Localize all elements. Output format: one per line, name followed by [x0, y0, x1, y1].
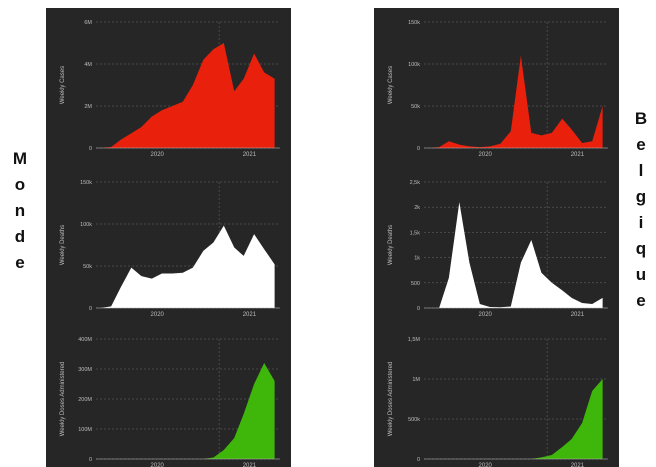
monde-cases-chart: 0 2M 4M 6M 2020 2021 Weekly Cases — [60, 20, 280, 158]
data-area — [428, 379, 603, 459]
y-tick-label: 300M — [78, 367, 92, 373]
y-tick-label: 1,5k — [410, 230, 421, 236]
label-letter: q — [635, 239, 647, 258]
y-tick-label: 100k — [408, 62, 420, 68]
belgium-charts-svg: 0 50k 100k 150k 2020 2021 Weekly Cases 0 500 1k 1,… — [388, 20, 608, 467]
data-area — [428, 55, 603, 148]
label-letter: i — [638, 213, 644, 232]
x-tick-label: 2020 — [479, 312, 493, 318]
x-tick-label: 2020 — [479, 463, 493, 467]
y-tick-label: 1,5M — [408, 337, 421, 343]
label-letter: l — [638, 161, 644, 180]
label-letter: e — [636, 135, 646, 154]
y-tick-label: 2k — [414, 205, 420, 211]
world-charts-svg: 0 2M 4M 6M 2020 2021 Weekly Cases 0 50k 100k 150k 2… — [60, 20, 280, 467]
y-tick-label: 0 — [417, 306, 420, 312]
x-tick-label: 2021 — [243, 152, 257, 158]
belgique-cases-chart: 0 50k 100k 150k 2020 2021 Weekly Cases — [388, 20, 608, 158]
data-area — [100, 43, 275, 148]
label-letter: d — [14, 227, 26, 246]
y-tick-label: 0 — [89, 146, 92, 152]
y-axis-label: Weekly Cases — [60, 66, 66, 104]
y-tick-label: 50k — [411, 104, 420, 110]
x-tick-label: 2021 — [243, 463, 257, 467]
y-tick-label: 6M — [84, 20, 92, 26]
y-tick-label: 500k — [408, 417, 420, 423]
y-tick-label: 50k — [83, 264, 92, 270]
y-tick-label: 2,5k — [410, 180, 421, 186]
label-letter: e — [636, 291, 646, 310]
y-axis-label: Weekly Cases — [388, 66, 394, 104]
y-tick-label: 0 — [89, 457, 92, 463]
data-area — [100, 363, 275, 459]
label-letter: e — [15, 253, 25, 272]
monde-doses-chart: 0 100M 200M 300M 400M 2020 2021 Weekly Doses Ad… — [60, 337, 280, 467]
y-axis-label: Weekly Doses Administered — [60, 362, 66, 437]
y-tick-label: 400M — [78, 337, 92, 343]
y-tick-label: 1M — [412, 377, 420, 383]
x-tick-label: 2020 — [151, 152, 165, 158]
y-tick-label: 150k — [80, 180, 92, 186]
label-letter: n — [14, 201, 26, 220]
y-tick-label: 150k — [408, 20, 420, 26]
label-letter: B — [634, 109, 648, 128]
x-tick-label: 2021 — [243, 312, 257, 318]
monde-deaths-chart: 0 50k 100k 150k 2020 2021 Weekly Deaths — [60, 180, 280, 318]
y-axis-label: Weekly Deaths — [388, 225, 394, 265]
y-tick-label: 2M — [84, 104, 92, 110]
label-letter: u — [635, 265, 647, 284]
x-tick-label: 2021 — [571, 463, 585, 467]
y-tick-label: 4M — [84, 62, 92, 68]
label-letter: M — [12, 149, 28, 168]
x-tick-label: 2020 — [479, 152, 493, 158]
x-tick-label: 2020 — [151, 312, 165, 318]
panel-world: 0 2M 4M 6M 2020 2021 Weekly Cases 0 50k 100k 150k 2… — [46, 8, 291, 467]
y-tick-label: 1k — [414, 256, 420, 262]
y-tick-label: 0 — [89, 306, 92, 312]
y-axis-label: Weekly Deaths — [60, 225, 66, 265]
y-tick-label: 100k — [80, 222, 92, 228]
y-tick-label: 200M — [78, 397, 92, 403]
label-letter: g — [635, 187, 647, 206]
belgique-deaths-chart: 0 500 1k 1,5k 2k 2,5k 2020 2021 Weekly Deaths — [388, 180, 608, 318]
y-tick-label: 500 — [411, 281, 420, 287]
y-tick-label: 0 — [417, 457, 420, 463]
y-axis-label: Weekly Doses Administered — [388, 362, 394, 437]
data-area — [428, 202, 603, 308]
x-tick-label: 2020 — [151, 463, 165, 467]
y-tick-label: 0 — [417, 146, 420, 152]
x-tick-label: 2021 — [571, 152, 585, 158]
data-area — [100, 225, 275, 308]
panel-belgium: 0 50k 100k 150k 2020 2021 Weekly Cases 0 500 1k 1,… — [374, 8, 619, 467]
belgique-doses-chart: 0 500k 1M 1,5M 2020 2021 Weekly Doses Administ… — [388, 337, 608, 467]
x-tick-label: 2021 — [571, 312, 585, 318]
label-letter: o — [14, 175, 26, 194]
y-tick-label: 100M — [78, 427, 92, 433]
